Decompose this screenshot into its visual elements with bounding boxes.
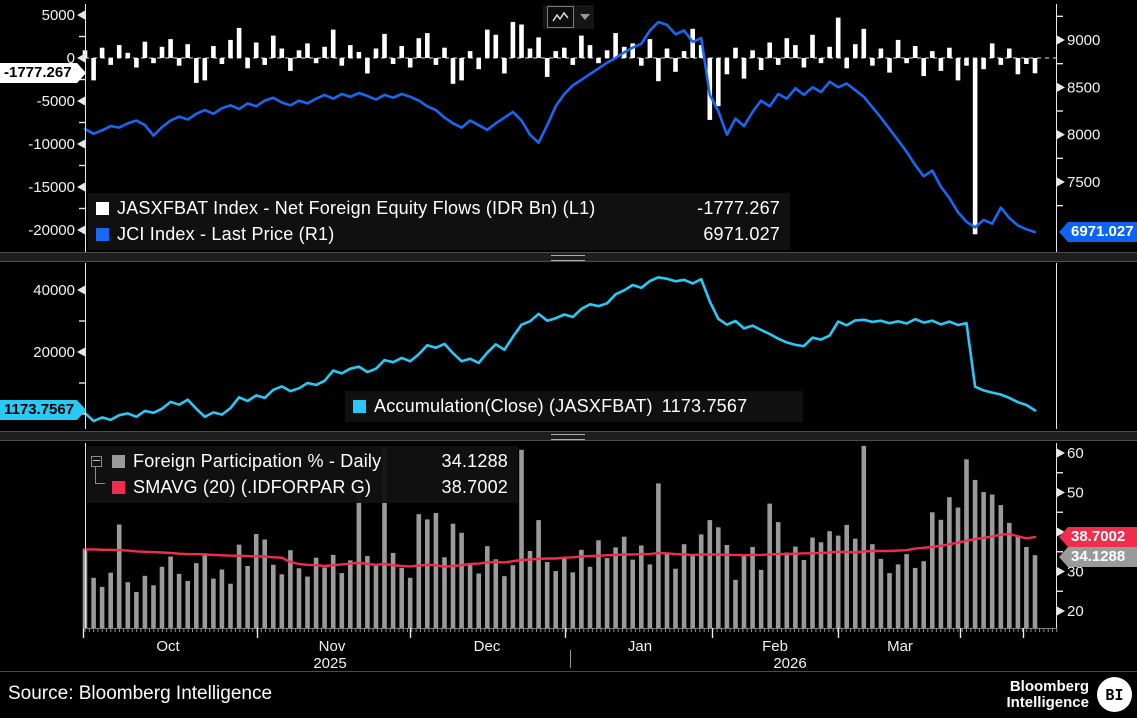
svg-text:20000: 20000 [33, 344, 75, 361]
legend-item-participation[interactable]: Foreign Participation % - Daily 34.1288 [95, 448, 508, 474]
svg-text:Dec: Dec [474, 638, 501, 655]
svg-text:5000: 5000 [42, 7, 75, 24]
divider-grip-icon [551, 255, 585, 261]
svg-text:8000: 8000 [1067, 127, 1100, 144]
panel1-plot [82, 17, 1057, 235]
legend-middle-panel: Accumulation(Close) (JASXFBAT) 1173.7567 [345, 391, 803, 422]
legend-label: Foreign Participation % - Daily [133, 450, 382, 471]
svg-text:Nov: Nov [319, 638, 346, 655]
chart-type-button[interactable] [543, 5, 594, 29]
svg-text:Feb: Feb [762, 638, 788, 655]
svg-text:7500: 7500 [1067, 174, 1100, 191]
legend-value: 38.7002 [441, 476, 508, 497]
divider-grip-icon [551, 434, 585, 440]
svg-text:2026: 2026 [773, 655, 806, 672]
svg-text:40000: 40000 [33, 282, 75, 299]
svg-text:60: 60 [1067, 445, 1084, 462]
legend-item-accumulation[interactable]: Accumulation(Close) (JASXFBAT) 1173.7567 [353, 393, 793, 419]
legend-label: Accumulation(Close) (JASXFBAT) [374, 395, 653, 416]
legend-label: JASXFBAT Index - Net Foreign Equity Flow… [117, 197, 596, 218]
svg-text:-20000: -20000 [28, 222, 75, 239]
svg-text:2025: 2025 [313, 655, 346, 672]
svg-text:8500: 8500 [1067, 79, 1100, 96]
participation-last-value-tag: 34.1288 [1059, 547, 1137, 567]
svg-text:-5000: -5000 [37, 93, 75, 110]
svg-text:Jan: Jan [628, 638, 652, 655]
legend-item-flows[interactable]: JASXFBAT Index - Net Foreign Equity Flow… [96, 195, 780, 221]
chart-canvas: 5000 0 -5000 -10000 -15000 -20000 9000 8500 8000… [28, 4, 1100, 672]
panel-divider-bottom[interactable] [0, 431, 1137, 441]
legend-value: 34.1288 [441, 450, 508, 471]
panel3-plot [82, 445, 1038, 629]
panel2-plot [83, 275, 1037, 423]
svg-text:20: 20 [1067, 603, 1084, 620]
series-swatch-smavg [112, 480, 125, 494]
series-swatch-jci [96, 227, 109, 241]
footer-divider [0, 671, 1137, 672]
line-chart-icon [547, 6, 574, 28]
svg-text:50: 50 [1067, 485, 1084, 502]
legend-value: 1173.7567 [661, 395, 748, 416]
chevron-down-icon [580, 14, 590, 20]
flows-last-value-tag: -1777.267 [0, 63, 86, 83]
brand-wordmark: Bloomberg Intelligence [1006, 677, 1089, 711]
smavg-last-value-tag: 38.7002 [1059, 527, 1137, 547]
jci-last-value-tag: 6971.027 [1059, 222, 1137, 242]
accumulation-last-value-tag: 1173.7567 [0, 400, 86, 420]
source-caption: Source: Bloomberg Intelligence [8, 683, 273, 704]
axes: 5000 0 -5000 -10000 -15000 -20000 9000 8500 8000… [28, 4, 1100, 672]
legend-label: SMAVG (20) (.IDFORPAR G) [133, 476, 372, 497]
legend-item-smavg[interactable]: SMAVG (20) (.IDFORPAR G) 38.7002 [95, 474, 508, 500]
svg-text:Mar: Mar [887, 638, 913, 655]
bloomberg-intelligence-logo: Bloomberg Intelligence BI [1006, 677, 1132, 712]
svg-text:-10000: -10000 [28, 136, 75, 153]
svg-text:0: 0 [67, 50, 75, 67]
legend-value: -1777.267 [697, 197, 780, 218]
panel-divider-top[interactable] [0, 252, 1137, 262]
svg-text:9000: 9000 [1067, 32, 1100, 49]
legend-bottom-panel: Foreign Participation % - Daily 34.1288 … [87, 446, 518, 503]
legend-item-jci[interactable]: JCI Index - Last Price (R1) 6971.027 [96, 221, 780, 247]
legend-collapse-icon[interactable] [91, 456, 102, 467]
series-swatch-participation [112, 454, 125, 468]
legend-value: 6971.027 [703, 223, 780, 244]
series-swatch-accumulation [353, 399, 366, 413]
legend-tree-elbow-icon [95, 466, 105, 484]
legend-top-panel: JASXFBAT Index - Net Foreign Equity Flow… [88, 193, 790, 250]
svg-text:-15000: -15000 [28, 179, 75, 196]
svg-text:30: 30 [1067, 564, 1084, 581]
bi-logo-icon: BI [1097, 677, 1132, 712]
legend-label: JCI Index - Last Price (R1) [117, 223, 335, 244]
series-swatch-flows [96, 201, 109, 215]
svg-text:Oct: Oct [156, 638, 180, 655]
